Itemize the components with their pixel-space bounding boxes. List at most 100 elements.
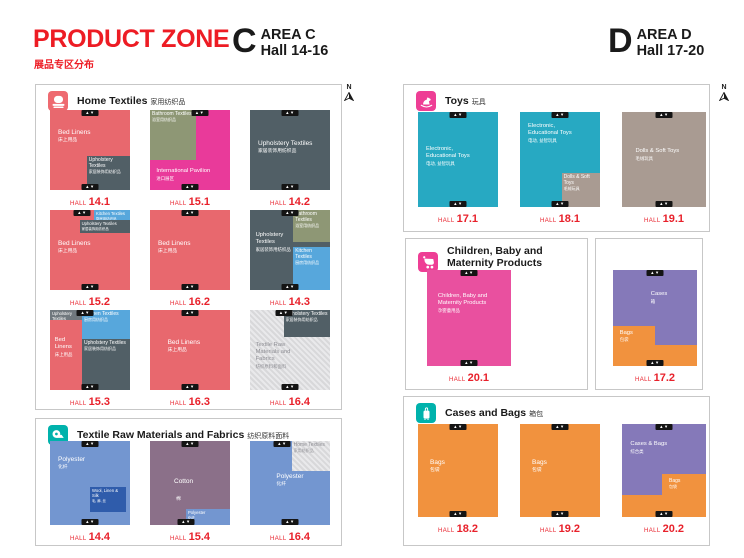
zone-label-cn: 床上用品	[158, 249, 178, 255]
escalator-icon: ▲▼	[281, 210, 299, 216]
zone-label: Dolls & Soft Toys 毛绒玩具	[564, 174, 599, 192]
escalator-icon: ▲▼	[655, 112, 673, 118]
page-subtitle-cn: 展品专区分布	[34, 60, 94, 71]
section-header-home-textiles: Home Textiles 家用纺织品	[48, 91, 185, 111]
hall-number: 14.4	[88, 531, 111, 543]
hall-number-label: HALL 16.3	[150, 392, 230, 410]
zone-label-cn: 床上用品	[58, 249, 78, 255]
zone-label-cn: 家居装饰用纺织品	[258, 149, 297, 155]
escalator-icon: ▲▼	[655, 511, 673, 517]
area-d-header: D AREA D Hall 17-20	[608, 24, 704, 59]
escalator-icon: ▲▼	[81, 284, 99, 290]
hall-block-16.3: Bed Linens 床上用品 ▲▼ ▲▼	[150, 310, 230, 390]
zone-region	[613, 344, 697, 366]
hall-number: 16.4	[288, 396, 311, 408]
hall-number: 20.1	[467, 372, 490, 384]
zone-label: Dolls & Soft Toys 毛绒玩具	[635, 148, 679, 161]
fabric-roll-icon	[48, 425, 68, 445]
zone-label-en: Electronic, Educational Toys	[528, 123, 572, 137]
hall-number: 20.2	[662, 523, 685, 535]
zone-label-en: Home Textiles	[293, 442, 325, 448]
section-title: Textile Raw Materials and Fabrics 纺织原料面料	[77, 428, 290, 441]
zone-label-cn: 厨房用纺织品	[295, 259, 320, 265]
zone-label-cn: 毛绒玩具	[563, 185, 580, 191]
zone-label: Cases & Bags 综合类	[630, 441, 667, 454]
hall-number: 15.4	[188, 531, 211, 543]
hall-number: 17.2	[653, 372, 676, 384]
escalator-icon: ▲▼	[449, 201, 467, 207]
area-c-range: Hall 14-16	[260, 42, 329, 59]
zone-label-en: Polyester	[276, 472, 304, 480]
compass-label: N	[721, 84, 727, 91]
escalator-icon: ▲▼	[655, 424, 673, 430]
hall-block-19.2: Bags 包袋 ▲▼ ▲▼	[520, 424, 600, 517]
section-header-toys: Toys 玩具	[416, 91, 486, 111]
zone-label-cn: 棉	[176, 496, 181, 502]
zone-label-cn: 毛绒玩具	[635, 156, 654, 162]
zone-label-en: Cases	[650, 291, 668, 298]
hall-number: 16.2	[188, 296, 211, 308]
hall-block-18.1: Dolls & Soft Toys 毛绒玩具 Electronic, Educati…	[520, 112, 600, 207]
hall-word: HALL	[269, 536, 287, 542]
zone-label-en: Children, Baby and Maternity Products	[437, 293, 488, 306]
zone-label-en: Electronic, Educational Toys	[426, 146, 470, 160]
area-c-header: C AREA C Hall 14-16	[232, 24, 329, 59]
hall-block-16.4: Home Textiles 家用纺织品 Polyester 化纤 ▲▼ ▲▼	[250, 441, 330, 525]
hall-word: HALL	[169, 401, 187, 407]
zone-region	[662, 474, 706, 517]
escalator-icon: ▲▼	[449, 511, 467, 517]
zone-label-cn: 电动, 益智玩具	[426, 161, 455, 167]
zone-label: Bed Linens 床上用品	[58, 240, 91, 255]
compass-label: N	[346, 84, 352, 91]
zone-label-en: Dolls & Soft Toys	[563, 173, 590, 186]
hall-block-18.2: Bags 包袋 ▲▼ ▲▼	[418, 424, 498, 517]
zone-label-cn: 综合类	[630, 448, 644, 454]
hall-number-label: HALL 15.2	[50, 292, 130, 310]
escalator-icon: ▲▼	[449, 424, 467, 430]
area-c-name: AREA C	[260, 27, 316, 43]
hall-number-label: HALL 16.4	[250, 392, 330, 410]
escalator-icon: ▲▼	[551, 201, 569, 207]
zone-label: Bed Linens 床上用品	[58, 129, 91, 144]
section-title-cn: 家用纺织品	[150, 98, 186, 106]
hall-word: HALL	[539, 528, 557, 534]
zone-label-en: Kitchen Textiles	[84, 311, 119, 317]
escalator-icon: ▲▼	[646, 270, 664, 276]
zone-label-en: Polyester	[188, 510, 206, 516]
hall-number-label: HALL 14.2	[250, 192, 330, 210]
hall-word: HALL	[643, 218, 661, 224]
zone-label-cn: 进口展区	[156, 175, 174, 181]
hall-number: 14.3	[288, 296, 311, 308]
hall-word: HALL	[437, 528, 455, 534]
zone-label-en: Bed Linens	[158, 240, 191, 248]
zone-label-en: Upholstery Textiles	[258, 140, 313, 148]
escalator-icon: ▲▼	[551, 424, 569, 430]
hall-word: HALL	[448, 377, 466, 383]
hall-number-label: HALL 17.2	[613, 368, 697, 386]
escalator-icon: ▲▼	[646, 360, 664, 366]
escalator-icon: ▲▼	[181, 210, 199, 216]
escalator-icon: ▲▼	[460, 270, 478, 276]
escalator-icon: ▲▼	[449, 112, 467, 118]
zone-label: Electronic, Educational Toys 电动, 益智玩具	[528, 123, 586, 143]
escalator-icon: ▲▼	[281, 284, 299, 290]
escalator-icon: ▲▼	[81, 384, 99, 390]
escalator-icon: ▲▼	[281, 384, 299, 390]
escalator-icon: ▲▼	[281, 184, 299, 190]
hall-number-label: HALL 14.1	[50, 192, 130, 210]
hall-number: 15.2	[88, 296, 111, 308]
hall-number: 18.1	[558, 213, 581, 225]
zone-label: Bed Linens 床上用品	[158, 240, 191, 255]
zone-label-cn: 床上用品	[167, 347, 187, 353]
hall-block-14.4: Wool, Linen & Silk 毛, 麻, 丝 Polyester 化纤 ▲▼ ▲▼	[50, 441, 130, 525]
luggage-icon	[416, 403, 436, 423]
zone-label-en: Upholstery Textiles	[88, 157, 113, 170]
escalator-icon: ▲▼	[281, 110, 299, 116]
